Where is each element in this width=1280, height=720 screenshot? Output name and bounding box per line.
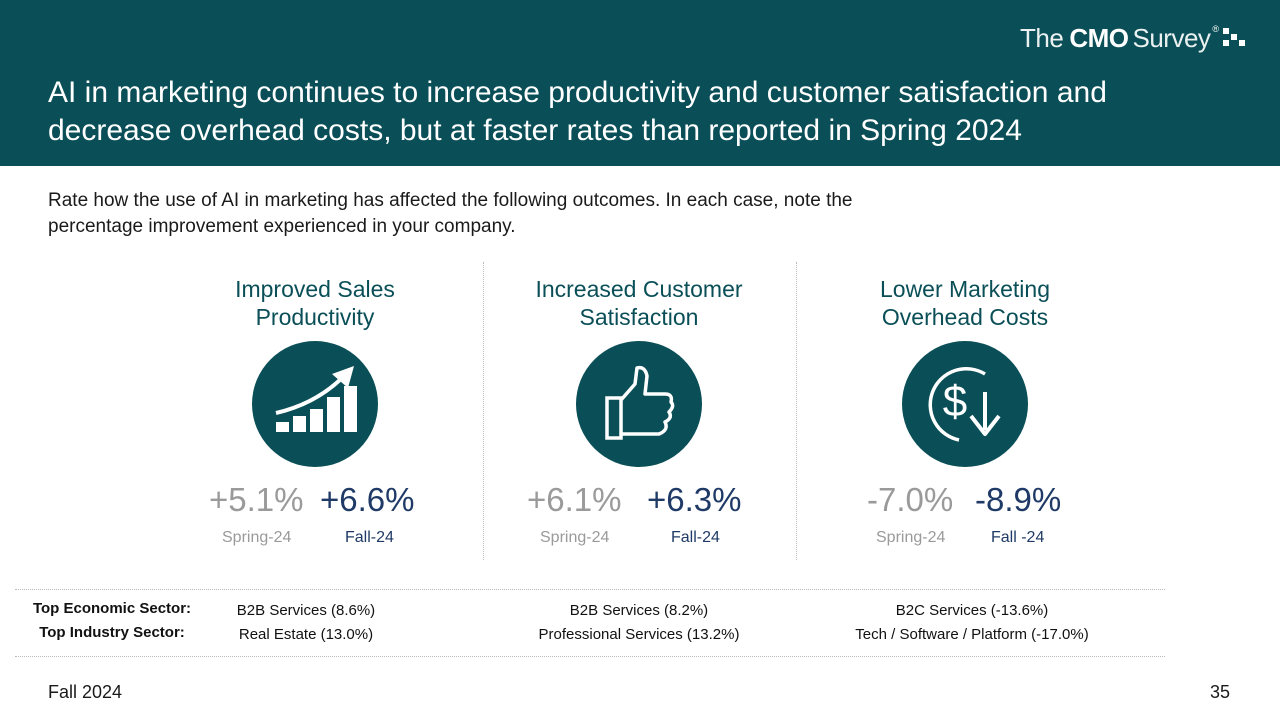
fall-value: +6.3% [647, 481, 742, 518]
dollar-decrease-icon: $ [902, 341, 1028, 467]
metric-title: Improved Sales Productivity [235, 276, 395, 330]
spring-label: Spring-24 [876, 529, 946, 546]
fall-label: Fall -24 [991, 529, 1045, 546]
growth-chart-icon [252, 341, 378, 467]
thumbs-up-icon [576, 341, 702, 467]
fall-label: Fall-24 [345, 529, 394, 546]
economic-sector-value: B2B Services (8.6%) [236, 602, 376, 619]
svg-text:$: $ [943, 377, 967, 426]
metric-values: -7.0% -8.9% Spring-24 Fall -24 [815, 481, 1115, 546]
spring-value: +5.1% [209, 481, 304, 518]
fall-label: Fall-24 [671, 529, 720, 546]
footer-period: Fall 2024 [48, 682, 123, 702]
page-number: 35 [1209, 682, 1230, 702]
metric-overhead-costs: Lower Marketing Overhead Costs $ -7.0% -… [815, 275, 1115, 546]
column-divider [483, 262, 484, 560]
industry-sector-label: Top Industry Sector: [39, 624, 185, 641]
spring-value: +6.1% [527, 481, 622, 518]
metric-title: Increased Customer Satisfaction [535, 276, 743, 330]
cmo-survey-logo: The CMO Survey ® [1020, 22, 1245, 54]
metric-values: +5.1% +6.6% Spring-24 Fall-24 [165, 481, 465, 546]
economic-sector-value: B2B Services (8.2%) [569, 602, 709, 619]
logo-dots-icon [1222, 26, 1245, 50]
metric-values: +6.1% +6.3% Spring-24 Fall-24 [489, 481, 789, 546]
fall-value: +6.6% [320, 481, 415, 518]
spring-value: -7.0% [867, 481, 954, 518]
column-divider [796, 262, 797, 560]
industry-sector-value: Tech / Software / Platform (-17.0%) [855, 626, 1089, 643]
fall-value: -8.9% [975, 481, 1062, 518]
metric-customer-satisfaction: Increased Customer Satisfaction +6.1% +6… [489, 275, 789, 546]
slide-title: AI in marketing continues to increase pr… [48, 76, 1107, 147]
economic-sector-label: Top Economic Sector: [32, 600, 192, 617]
industry-sector-value: Real Estate (13.0%) [238, 626, 374, 643]
header-banner: The CMO Survey ® AI in marketing continu… [0, 0, 1280, 166]
sector-bottom-divider [15, 656, 1165, 657]
survey-question: Rate how the use of AI in marketing has … [48, 190, 853, 237]
sector-top-divider [15, 589, 1165, 590]
economic-sector-value: B2C Services (-13.6%) [895, 602, 1049, 619]
spring-label: Spring-24 [540, 529, 610, 546]
metric-sales-productivity: Improved Sales Productivity +5.1% +6.6% … [165, 275, 465, 546]
metric-title: Lower Marketing Overhead Costs [879, 276, 1051, 330]
industry-sector-value: Professional Services (13.2%) [538, 626, 740, 643]
spring-label: Spring-24 [222, 529, 292, 546]
